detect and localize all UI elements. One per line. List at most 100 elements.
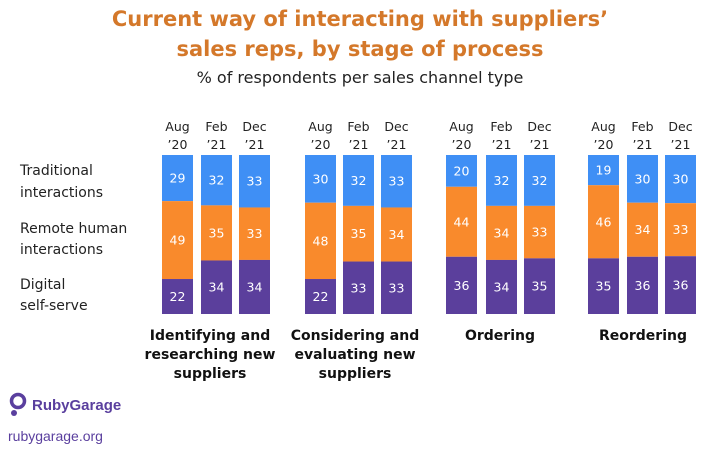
data-label-digital: 33 xyxy=(351,280,367,295)
group-label-1-0: Considering and xyxy=(291,328,420,344)
row-label-0-1: interactions xyxy=(20,185,103,201)
data-label-digital: 36 xyxy=(635,278,651,293)
period-label-month: Feb xyxy=(490,119,512,134)
data-label-digital: 22 xyxy=(170,289,186,304)
period-label-month: Aug xyxy=(449,119,473,134)
data-label-traditional: 19 xyxy=(596,163,612,178)
period-label-year: ’21 xyxy=(671,137,691,152)
bar-segment-digital xyxy=(201,260,232,314)
bar-segment-remote xyxy=(665,203,696,257)
bar-segment-digital xyxy=(305,279,336,314)
brand-name: RubyGarage xyxy=(32,396,122,414)
group-label-0-2: suppliers xyxy=(174,366,247,382)
data-label-remote: 33 xyxy=(673,222,689,237)
period-label-month: Aug xyxy=(165,119,189,134)
group-label-0-0: Identifying and xyxy=(150,328,271,344)
data-label-traditional: 32 xyxy=(209,173,225,188)
bar-segment-remote xyxy=(588,185,619,259)
bar-segment-remote xyxy=(524,205,555,259)
period-label-month: Feb xyxy=(205,119,227,134)
bar-segment-traditional xyxy=(343,155,374,206)
period-label-year: ’21 xyxy=(349,137,369,152)
bar-segment-remote xyxy=(239,207,270,260)
data-label-remote: 34 xyxy=(494,225,510,240)
data-label-digital: 34 xyxy=(209,280,225,295)
bar-segment-traditional xyxy=(162,155,193,202)
row-label-2-1: self-serve xyxy=(20,298,88,314)
data-label-remote: 48 xyxy=(313,233,329,248)
data-label-traditional: 30 xyxy=(313,171,329,186)
bar-segment-traditional xyxy=(305,155,336,203)
period-label-month: Aug xyxy=(591,119,615,134)
data-label-remote: 34 xyxy=(635,222,651,237)
data-label-remote: 35 xyxy=(209,225,225,240)
bar-segment-traditional xyxy=(486,155,517,206)
data-label-digital: 35 xyxy=(596,279,612,294)
chart-title: Current way of interacting with supplier… xyxy=(0,4,720,64)
data-label-remote: 44 xyxy=(454,214,470,229)
period-label-month: Feb xyxy=(631,119,653,134)
bar-segment-remote xyxy=(627,202,658,257)
data-label-digital: 36 xyxy=(454,278,470,293)
period-label-year: ’21 xyxy=(387,137,407,152)
data-label-digital: 34 xyxy=(247,279,263,294)
bar-segment-traditional xyxy=(201,155,232,206)
data-label-remote: 46 xyxy=(596,214,612,229)
data-label-traditional: 29 xyxy=(170,171,186,186)
group-label-3-0: Reordering xyxy=(599,328,687,344)
chart-title-line-1: Current way of interacting with supplier… xyxy=(111,7,609,31)
group-label-2-0: Ordering xyxy=(465,328,535,344)
row-label-1-1: interactions xyxy=(20,242,103,258)
row-label-2-0: Digital xyxy=(20,277,65,293)
bar-segment-traditional xyxy=(381,155,412,208)
period-label-year: ’20 xyxy=(594,137,614,152)
bar-segment-traditional xyxy=(627,155,658,203)
data-label-digital: 22 xyxy=(313,289,329,304)
period-label-year: ’20 xyxy=(452,137,472,152)
period-label-month: Dec xyxy=(527,119,551,134)
bar-segment-digital xyxy=(627,256,658,314)
period-label-year: ’21 xyxy=(633,137,653,152)
rubygarage-logo-icon xyxy=(9,392,27,416)
group-label-1-2: suppliers xyxy=(319,366,392,382)
bar-segment-traditional xyxy=(239,155,270,208)
bar-segment-traditional xyxy=(588,155,619,186)
data-label-digital: 35 xyxy=(532,279,548,294)
period-label-year: ’21 xyxy=(530,137,550,152)
bar-segment-remote xyxy=(201,205,232,261)
data-label-digital: 33 xyxy=(389,280,405,295)
period-label-month: Dec xyxy=(242,119,266,134)
bar-segment-remote xyxy=(381,207,412,262)
period-label-year: ’20 xyxy=(311,137,331,152)
data-label-traditional: 20 xyxy=(454,163,470,178)
bar-segment-digital xyxy=(239,259,270,314)
bar-segment-digital xyxy=(162,279,193,314)
data-label-traditional: 30 xyxy=(635,171,651,186)
row-label-0-0: Traditional xyxy=(19,163,93,179)
period-label-month: Feb xyxy=(347,119,369,134)
bar-segment-digital xyxy=(588,258,619,314)
bar-segment-remote xyxy=(446,186,477,257)
bar-segment-remote xyxy=(486,205,517,260)
group-label-0-1: researching new xyxy=(145,347,276,363)
chart-title-line-2: sales reps, by stage of process xyxy=(176,37,544,61)
chart-subtitle: % of respondents per sales channel type xyxy=(196,68,524,87)
period-label-year: ’21 xyxy=(207,137,227,152)
bar-segment-remote xyxy=(343,205,374,262)
period-label-year: ’21 xyxy=(245,137,265,152)
bar-segment-traditional xyxy=(446,155,477,187)
row-label-1-0: Remote human xyxy=(20,221,127,237)
data-label-traditional: 30 xyxy=(673,172,689,187)
data-label-traditional: 33 xyxy=(389,174,405,189)
data-label-remote: 34 xyxy=(389,227,405,242)
group-label-1-1: evaluating new xyxy=(294,347,415,363)
data-label-traditional: 32 xyxy=(532,173,548,188)
bar-segment-traditional xyxy=(665,155,696,204)
data-label-digital: 34 xyxy=(494,279,510,294)
data-label-remote: 49 xyxy=(170,233,186,248)
brand-site: rubygarage.org xyxy=(8,428,103,444)
data-label-remote: 35 xyxy=(351,226,367,241)
data-label-traditional: 32 xyxy=(494,173,510,188)
data-label-traditional: 32 xyxy=(351,173,367,188)
